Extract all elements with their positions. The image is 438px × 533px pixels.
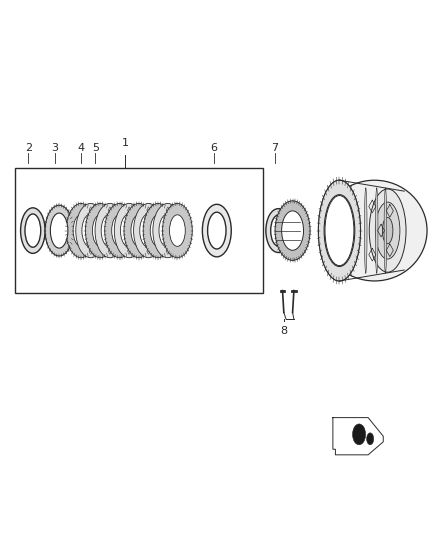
Ellipse shape bbox=[101, 214, 119, 247]
Ellipse shape bbox=[275, 201, 310, 260]
Ellipse shape bbox=[322, 180, 427, 281]
Ellipse shape bbox=[112, 215, 127, 246]
Text: 4: 4 bbox=[78, 143, 85, 152]
Ellipse shape bbox=[271, 215, 286, 246]
Ellipse shape bbox=[114, 204, 144, 258]
Ellipse shape bbox=[76, 204, 106, 258]
Ellipse shape bbox=[25, 214, 41, 247]
Ellipse shape bbox=[375, 188, 378, 273]
Ellipse shape bbox=[324, 195, 355, 266]
Ellipse shape bbox=[367, 433, 374, 445]
Text: 5: 5 bbox=[92, 143, 99, 152]
Ellipse shape bbox=[202, 204, 231, 257]
Ellipse shape bbox=[325, 196, 354, 265]
Ellipse shape bbox=[95, 204, 125, 258]
Ellipse shape bbox=[50, 213, 68, 248]
Ellipse shape bbox=[124, 204, 154, 258]
Ellipse shape bbox=[318, 180, 360, 281]
Ellipse shape bbox=[73, 215, 89, 246]
Bar bbox=[15, 168, 263, 293]
Ellipse shape bbox=[143, 204, 173, 258]
Text: 1: 1 bbox=[121, 138, 128, 148]
Ellipse shape bbox=[66, 204, 96, 258]
Polygon shape bbox=[333, 418, 383, 455]
Ellipse shape bbox=[382, 217, 393, 244]
Ellipse shape bbox=[369, 189, 406, 272]
Text: 3: 3 bbox=[51, 143, 58, 152]
Ellipse shape bbox=[105, 204, 134, 258]
Ellipse shape bbox=[282, 211, 304, 251]
Ellipse shape bbox=[153, 204, 183, 258]
Ellipse shape bbox=[134, 204, 163, 258]
Ellipse shape bbox=[120, 214, 138, 247]
Ellipse shape bbox=[353, 424, 366, 445]
Text: 2: 2 bbox=[25, 143, 32, 152]
Ellipse shape bbox=[21, 208, 45, 253]
Ellipse shape bbox=[92, 215, 108, 246]
Ellipse shape bbox=[140, 214, 157, 247]
Text: 7: 7 bbox=[272, 143, 279, 152]
Ellipse shape bbox=[131, 215, 147, 246]
Ellipse shape bbox=[82, 214, 99, 247]
Ellipse shape bbox=[384, 188, 387, 273]
Ellipse shape bbox=[375, 202, 400, 259]
Ellipse shape bbox=[45, 205, 73, 256]
Ellipse shape bbox=[150, 215, 166, 246]
Ellipse shape bbox=[364, 188, 367, 273]
Ellipse shape bbox=[159, 214, 177, 247]
Ellipse shape bbox=[318, 180, 360, 281]
Ellipse shape bbox=[162, 204, 192, 258]
Ellipse shape bbox=[85, 204, 115, 258]
Text: 8: 8 bbox=[280, 326, 287, 336]
Ellipse shape bbox=[266, 209, 290, 253]
Ellipse shape bbox=[170, 215, 185, 246]
Ellipse shape bbox=[208, 212, 226, 249]
Text: 6: 6 bbox=[210, 143, 217, 152]
